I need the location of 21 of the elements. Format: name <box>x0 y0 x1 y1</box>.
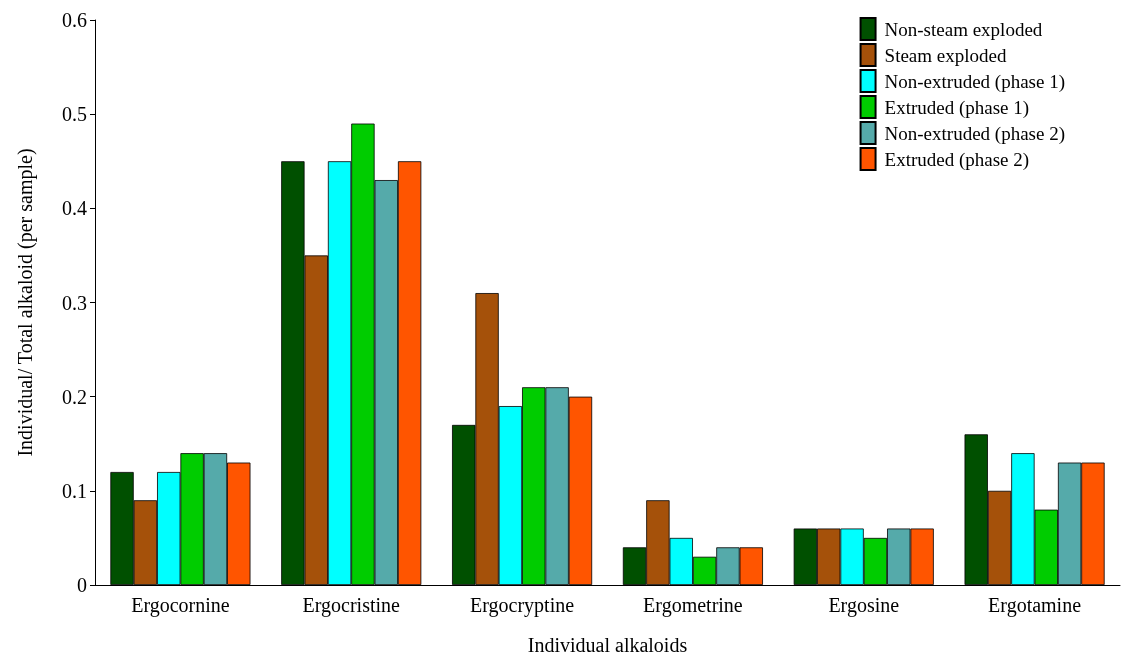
legend-label: Non-steam exploded <box>884 18 1043 40</box>
legend-label: Extruded (phase 2) <box>884 148 1030 171</box>
x-axis-title: Individual alkaloids <box>527 634 688 656</box>
y-axis-title: Individual/ Total alkaloid (per sample) <box>14 148 37 457</box>
legend-label: Non-extruded (phase 2) <box>884 122 1065 145</box>
x-tick-label: Ergotamine <box>988 594 1082 617</box>
x-tick-label: Ergocristine <box>302 594 401 617</box>
y-tick-label: 0.4 <box>62 197 87 220</box>
x-tick-label: Ergocryptine <box>470 594 575 617</box>
legend-label: Steam exploded <box>884 44 1007 66</box>
y-tick-label: 0.6 <box>62 9 87 31</box>
legend-label: Non-extruded (phase 1) <box>884 70 1065 93</box>
y-tick-label: 0 <box>77 574 87 596</box>
x-tick-label: Ergocornine <box>131 594 230 617</box>
y-tick-label: 0.5 <box>62 103 87 126</box>
x-tick-label: Ergosine <box>828 594 900 617</box>
y-tick-label: 0.3 <box>62 291 87 314</box>
y-tick-label: 0.2 <box>62 385 87 408</box>
x-tick-label: Ergometrine <box>643 594 743 617</box>
y-tick-label: 0.1 <box>62 479 87 502</box>
legend-label: Extruded (phase 1) <box>884 96 1030 119</box>
